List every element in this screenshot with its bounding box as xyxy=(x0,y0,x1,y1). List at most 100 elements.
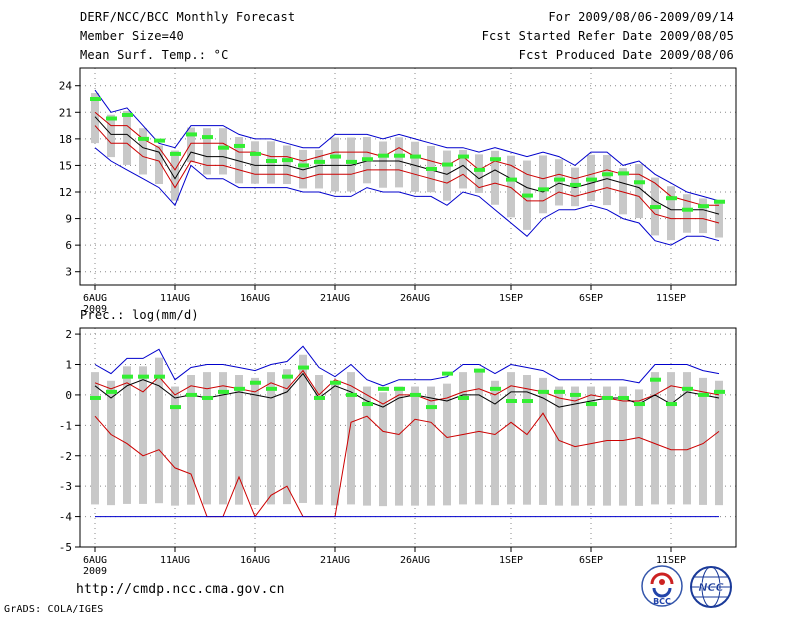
temperature-ytick-label: 15 xyxy=(59,159,72,172)
precipitation-spread-box xyxy=(315,374,323,505)
temperature-median-mark xyxy=(138,136,149,141)
temperature-spread-box xyxy=(667,186,675,241)
precipitation-median-mark xyxy=(554,389,565,394)
temperature-median-mark xyxy=(666,196,677,201)
temperature-spread-box xyxy=(123,110,131,165)
precipitation-xtick-label: 21AUG xyxy=(320,555,350,566)
precipitation-median-mark xyxy=(90,395,101,400)
temperature-median-mark xyxy=(570,182,581,187)
precipitation-median-mark xyxy=(650,377,661,382)
precipitation-spread-box xyxy=(395,386,403,506)
temperature-series-min xyxy=(94,147,720,246)
temperature-xtick-label: 21AUG xyxy=(320,293,350,304)
precipitation-spread-box xyxy=(651,372,659,505)
precipitation-median-mark xyxy=(346,392,357,397)
precipitation-spread-box xyxy=(203,372,211,505)
temperature-ytick-label: 24 xyxy=(59,80,73,93)
precipitation-spread-box xyxy=(619,386,627,506)
temperature-spread-box xyxy=(155,145,163,185)
precipitation-median-mark xyxy=(378,386,389,391)
temperature-median-mark xyxy=(170,151,181,156)
temperature-median-mark xyxy=(346,159,357,164)
precipitation-median-mark xyxy=(522,399,533,403)
precipitation-median-mark xyxy=(250,380,261,385)
temperature-median-mark xyxy=(266,159,277,163)
precipitation-year-label: 2009 xyxy=(83,566,107,577)
precipitation-ytick-label: -4 xyxy=(59,511,73,524)
temperature-median-mark xyxy=(426,166,437,171)
temperature-median-mark xyxy=(714,199,725,204)
temperature-median-mark xyxy=(314,159,325,164)
temperature-ytick-label: 18 xyxy=(59,133,72,146)
temperature-xtick-label: 11SEP xyxy=(656,293,686,304)
precipitation-median-mark xyxy=(106,389,117,394)
precipitation-median-mark xyxy=(506,399,517,403)
precipitation-spread-box xyxy=(139,366,147,504)
temperature-xtick-label: 6SEP xyxy=(579,293,603,304)
temperature-frame xyxy=(79,67,737,286)
precipitation-median-mark xyxy=(138,374,149,379)
precipitation-spread-box xyxy=(715,380,723,506)
temperature-spread-box xyxy=(539,155,547,214)
ncc-logo: NCC xyxy=(690,566,732,608)
temperature-xtick-label: 16AUG xyxy=(240,293,270,304)
chart-title: DERF/NCC/BCC Monthly Forecast xyxy=(80,10,296,24)
precipitation-median-mark xyxy=(682,386,693,391)
precipitation-xtick-label: 1SEP xyxy=(499,555,523,566)
temperature-median-mark xyxy=(618,171,629,176)
temperature-series-max xyxy=(94,89,720,202)
temperature-median-mark xyxy=(490,157,501,162)
temperature-spread-box xyxy=(219,128,227,175)
temperature-median-mark xyxy=(602,172,613,177)
precipitation-frame xyxy=(79,327,737,548)
precipitation-median-mark xyxy=(218,389,229,394)
precipitation-spread-box xyxy=(427,386,435,506)
grads-credit: GrADS: COLA/IGES xyxy=(4,604,104,615)
temperature-spread-box xyxy=(491,150,499,205)
source-url[interactable]: http://cmdp.ncc.cma.gov.cn xyxy=(76,582,285,597)
temperature-spread-box xyxy=(475,154,483,193)
precipitation-median-mark xyxy=(634,402,645,407)
temperature-xtick-label: 26AUG xyxy=(400,293,430,304)
precipitation-series-lower xyxy=(94,412,720,518)
precipitation-median-mark xyxy=(410,392,421,397)
precipitation-spread-box xyxy=(267,372,275,505)
precipitation-series-max xyxy=(94,345,720,387)
precipitation-median-mark xyxy=(314,395,325,400)
temperature-median-mark xyxy=(650,205,661,210)
precipitation-spread-box xyxy=(283,369,291,505)
precipitation-ytick-label: -1 xyxy=(59,419,72,432)
precipitation-xtick-label: 16AUG xyxy=(240,555,270,566)
temperature-spread-box xyxy=(683,194,691,233)
bcc-logo: BCC xyxy=(641,565,683,607)
temperature-series-lower xyxy=(94,125,720,224)
temperature-xtick-label: 1SEP xyxy=(499,293,523,304)
precipitation-median-mark xyxy=(586,402,597,407)
precipitation-ytick-label: -3 xyxy=(59,480,72,493)
temperature-median-mark xyxy=(250,151,261,156)
precipitation-spread-box xyxy=(299,354,307,503)
precipitation-xtick-label: 6SEP xyxy=(579,555,603,566)
precipitation-spread-box xyxy=(363,386,371,506)
temperature-panel: 3 6 9 12 15 18 21 24 6AUG 11AUG 16AUG 21AUG 26AUG 1SE… xyxy=(59,67,737,315)
temperature-median-mark xyxy=(410,154,421,159)
forecast-period: For 2009/08/06-2009/09/14 xyxy=(548,10,734,24)
precipitation-spread-box xyxy=(587,386,595,506)
temperature-spread-box xyxy=(395,137,403,188)
precipitation-spread-box xyxy=(187,374,195,505)
precipitation-spread-box xyxy=(331,383,339,506)
precipitation-spread-box xyxy=(539,377,547,505)
temperature-median-mark xyxy=(218,145,229,150)
temperature-spread-box xyxy=(635,164,643,219)
temperature-spread-box xyxy=(715,202,723,238)
temperature-median-mark xyxy=(186,132,197,137)
temperature-median-mark xyxy=(330,154,341,159)
temperature-spread-box xyxy=(315,149,323,189)
temperature-spread-box xyxy=(459,149,467,189)
temperature-median-mark xyxy=(586,177,597,182)
precipitation-ytick-label: 0 xyxy=(65,389,72,402)
temperature-median-mark xyxy=(378,153,389,158)
precipitation-median-mark xyxy=(698,392,709,397)
